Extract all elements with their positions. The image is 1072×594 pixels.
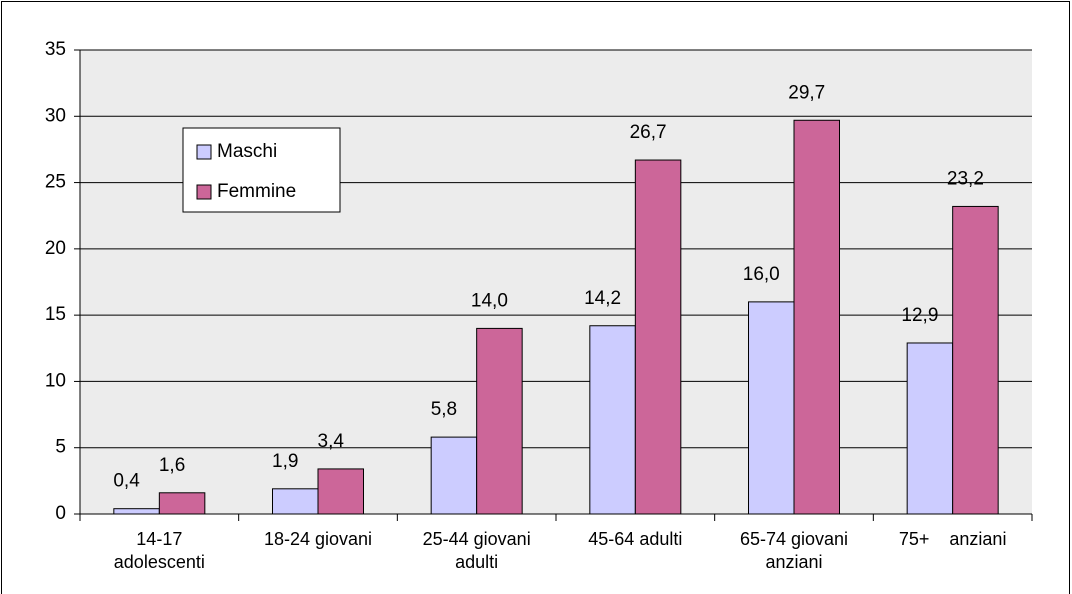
value-label: 26,7 bbox=[630, 122, 667, 143]
legend-label: Maschi bbox=[217, 141, 277, 162]
x-tick-label: 45-64 adulti bbox=[588, 529, 683, 549]
bar bbox=[272, 488, 319, 515]
bar bbox=[748, 301, 795, 515]
y-tick-label: 5 bbox=[55, 437, 66, 458]
bar bbox=[430, 436, 478, 515]
value-label: 14,0 bbox=[471, 290, 508, 311]
x-tick-label: 25-44 giovani adulti bbox=[422, 529, 536, 572]
bar bbox=[158, 492, 206, 515]
value-label: 23,2 bbox=[947, 168, 984, 189]
value-label: 3,4 bbox=[318, 431, 345, 452]
y-tick-label: 30 bbox=[45, 105, 66, 126]
y-tick-label: 25 bbox=[45, 172, 66, 193]
y-tick-label: 10 bbox=[45, 370, 66, 391]
bar bbox=[634, 159, 682, 515]
value-label: 1,9 bbox=[272, 451, 298, 472]
legend-label: Femmine bbox=[217, 181, 296, 202]
value-label: 1,6 bbox=[159, 455, 185, 476]
bar bbox=[317, 468, 364, 515]
value-label: 5,8 bbox=[431, 399, 457, 420]
legend-swatch bbox=[196, 144, 212, 160]
value-label: 29,7 bbox=[788, 82, 825, 103]
value-label: 16,0 bbox=[743, 264, 780, 285]
y-tick-label: 15 bbox=[45, 304, 66, 325]
bar bbox=[113, 508, 160, 515]
x-tick-label: 65-74 giovani anziani bbox=[739, 529, 854, 572]
bar bbox=[589, 325, 636, 515]
y-tick-label: 0 bbox=[55, 503, 66, 524]
x-tick-label: 75+ anziani bbox=[898, 529, 1007, 549]
y-tick-label: 35 bbox=[45, 39, 66, 60]
legend-swatch bbox=[196, 184, 212, 200]
value-label: 14,2 bbox=[584, 288, 621, 309]
bar bbox=[476, 327, 523, 515]
plot-area bbox=[80, 50, 1032, 514]
bar bbox=[906, 342, 954, 515]
bar bbox=[793, 119, 840, 515]
x-tick-label: 18-24 giovani bbox=[263, 529, 373, 549]
y-tick-label: 20 bbox=[45, 238, 66, 259]
bar bbox=[952, 205, 999, 515]
x-tick-label: 14-17 adolescenti bbox=[113, 529, 205, 572]
value-label: 12,9 bbox=[901, 305, 938, 326]
value-label: 0,4 bbox=[113, 471, 140, 492]
